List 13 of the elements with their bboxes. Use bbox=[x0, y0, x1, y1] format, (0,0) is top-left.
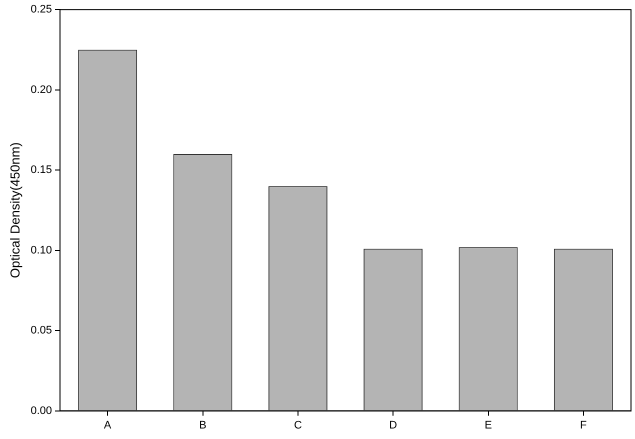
x-tick-label: F bbox=[580, 419, 588, 432]
y-tick-label: 0.25 bbox=[30, 4, 52, 16]
y-tick-label: 0.10 bbox=[30, 244, 52, 256]
x-tick-label: A bbox=[104, 419, 112, 432]
y-tick-label: 0.20 bbox=[30, 84, 52, 96]
y-axis-title: Optical Density(450nm) bbox=[7, 142, 22, 278]
x-tick-label: B bbox=[199, 419, 206, 432]
y-tick-label: 0.00 bbox=[30, 404, 52, 417]
y-tick-label: 0.15 bbox=[30, 164, 52, 176]
x-tick-label: D bbox=[389, 419, 398, 432]
x-tick-label: C bbox=[294, 419, 302, 432]
x-tick-label: E bbox=[484, 419, 492, 432]
y-tick-label: 0.05 bbox=[30, 324, 52, 337]
